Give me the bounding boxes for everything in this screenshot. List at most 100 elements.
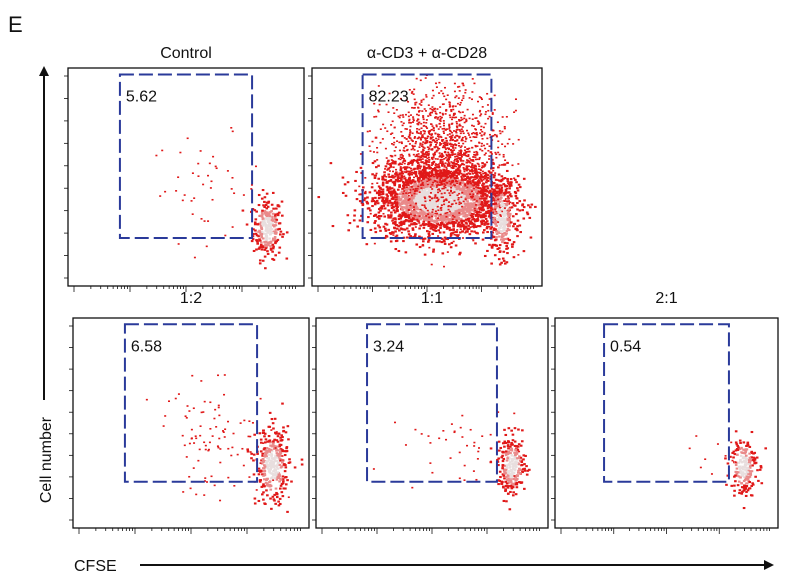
event-dot [514,227,518,230]
event-dot [420,104,423,106]
event-dot [446,182,449,184]
event-dot [441,165,444,167]
event-dot [506,187,509,190]
event-dot [400,207,404,210]
event-dot [477,179,480,181]
event-dot [484,174,487,178]
facs-panel: 82.23α-CD3 + α-CD28 [308,45,543,292]
event-dot [437,209,440,212]
event-dot [427,177,430,180]
event-dot [416,218,419,221]
event-dot [398,221,402,224]
event-dot [266,213,270,216]
event-dot [423,169,427,172]
event-dot [388,187,392,190]
event-dot [434,192,437,195]
event-dot [253,502,257,505]
event-dot [278,480,281,483]
event-dot [428,113,431,115]
event-dot [411,213,414,216]
event-dot [404,160,407,162]
event-dot [418,186,422,189]
event-dot [403,175,406,178]
event-dot [456,102,459,105]
event-dot [488,215,491,218]
event-dot [390,197,394,200]
event-dot [439,106,442,108]
event-dot [407,194,410,197]
event-dot [465,138,468,140]
event-dot [261,221,265,224]
event-dot [282,480,285,483]
event-dot [504,159,507,162]
event-dot [440,194,444,197]
event-dot [449,138,452,140]
event-dot [486,205,490,208]
event-dot [453,206,457,209]
event-dot [490,262,493,265]
event-dot [266,211,269,214]
event-dot [409,114,412,116]
event-dot [446,183,449,186]
event-dot [354,179,357,182]
event-dot [399,97,402,100]
event-dot [429,201,433,204]
event-dot [377,224,380,227]
event-dot [419,167,422,170]
event-dot [459,187,463,190]
event-dot [502,229,505,232]
event-dot [448,128,451,130]
event-dot [285,231,289,234]
event-dot [416,159,419,162]
event-dot [413,222,416,225]
event-dot [273,232,277,235]
event-dot [418,121,421,124]
event-dot [407,170,410,173]
event-dot [523,199,526,202]
event-dot [473,198,476,201]
event-dot [428,230,431,233]
event-dot [462,208,466,211]
event-dot [272,258,276,261]
event-dot [285,446,289,449]
event-dot [431,89,434,92]
event-dot [485,181,488,184]
event-dot [254,165,257,168]
event-dot [462,204,465,207]
event-dot [434,229,438,232]
event-dot [481,170,484,173]
event-dot [451,165,454,168]
event-dot [361,203,365,207]
event-dot [486,137,489,140]
event-dot [381,184,385,187]
event-dot [401,135,404,138]
event-dot [496,218,500,221]
event-dot [385,157,388,159]
event-dot [430,180,434,183]
event-dot [405,219,409,222]
event-dot [245,223,249,226]
event-dot [488,225,491,228]
event-dot [498,208,501,211]
event-dot [414,103,417,106]
event-dot [441,173,444,175]
event-dot [433,151,436,154]
event-dot [429,192,432,194]
event-dot [482,208,485,211]
event-dot [418,197,421,200]
event-dot [461,191,464,194]
event-dot [416,128,419,130]
event-dot [434,202,437,205]
event-dot [368,130,371,132]
event-dot [495,135,498,138]
event-dot [506,191,510,194]
event-dot [395,234,399,237]
event-dot [422,148,425,151]
event-dot [440,192,443,195]
event-dot [390,204,393,207]
event-dot [498,164,501,167]
event-dot [439,176,442,178]
event-dot [380,205,384,208]
event-dot [454,230,458,233]
event-dot [438,240,441,243]
